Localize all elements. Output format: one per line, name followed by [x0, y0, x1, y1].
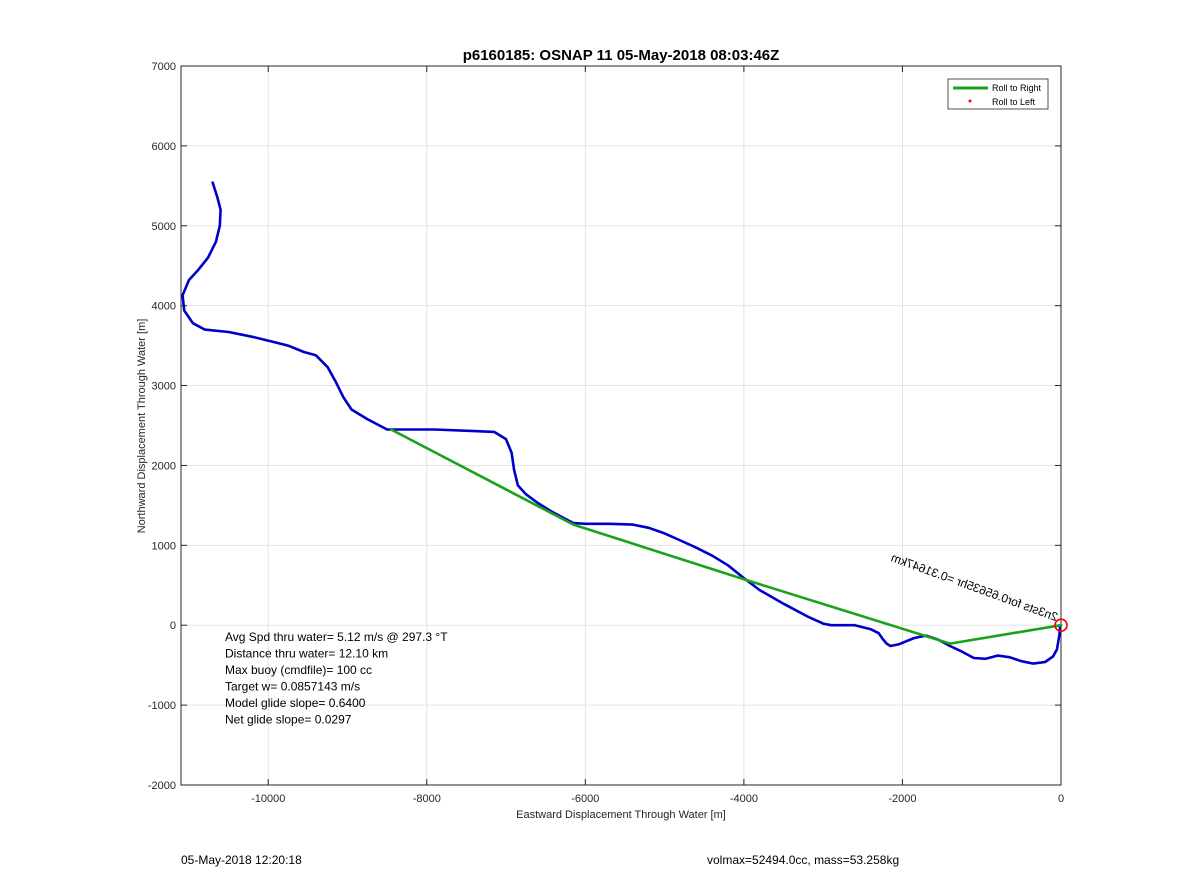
x-tick-label: 0 [1058, 793, 1064, 805]
x-tick-label: -4000 [730, 793, 758, 805]
legend-label-roll-right: Roll to Right [992, 83, 1042, 93]
stats-annotations: Avg Spd thru water= 5.12 m/s @ 297.3 °T D… [225, 630, 448, 727]
series-group [181, 181, 1063, 665]
axes-box [180, 65, 1062, 786]
annotation-line: Net glide slope= 0.0297 [225, 713, 352, 727]
legend-label-roll-left: Roll to Left [992, 97, 1036, 107]
annotation-line: Max buoy (cmdfile)= 100 cc [225, 663, 372, 677]
x-tick-label: -8000 [413, 793, 441, 805]
x-tick-label: -6000 [571, 793, 599, 805]
annotation-line: Model glide slope= 0.6400 [225, 696, 366, 710]
legend-swatch-roll-left [968, 99, 972, 103]
start-marker-circle [1054, 618, 1068, 633]
grid [181, 65, 1062, 786]
y-tick-label: 4000 [152, 301, 176, 313]
annotation-line: Distance thru water= 12.10 km [225, 647, 388, 661]
y-tick-label: -1000 [148, 700, 176, 712]
rotated-track-label: 2n3sts for0.65635hr =0.31647km [889, 551, 1060, 625]
x-tick-label: -10000 [251, 793, 285, 805]
annotation-line: Avg Spd thru water= 5.12 m/s @ 297.3 °T [225, 630, 448, 644]
track-line-green [389, 428, 1063, 645]
x-axis-label: Eastward Displacement Through Water [m] [516, 809, 726, 821]
footer-timestamp: 05-May-2018 12:20:18 [181, 853, 302, 867]
track-line-blue [181, 181, 1063, 665]
annotation-line: Target w= 0.0857143 m/s [225, 680, 360, 694]
legend: Roll to Right Roll to Left [947, 78, 1049, 110]
y-tick-label: -2000 [148, 780, 176, 792]
y-tick-label: 7000 [152, 61, 176, 73]
chart-title: p6160185: OSNAP 11 05-May-2018 08:03:46Z [463, 47, 780, 64]
y-tick-label: 5000 [152, 221, 176, 233]
footer-summary: volmax=52494.0cc, mass=53.258kg [707, 853, 900, 867]
x-tick-label: -2000 [888, 793, 916, 805]
y-tick-label: 0 [170, 620, 176, 632]
y-tick-label: 6000 [152, 141, 176, 153]
y-tick-label: 1000 [152, 540, 176, 552]
y-axis-label: Northward Displacement Through Water [m] [136, 319, 148, 534]
ticks: -10000 -8000 -6000 -4000 -2000 0-2000-1000010… [148, 61, 1064, 805]
legend-box [947, 78, 1049, 110]
y-tick-label: 2000 [152, 460, 176, 472]
y-tick-label: 3000 [152, 381, 176, 393]
